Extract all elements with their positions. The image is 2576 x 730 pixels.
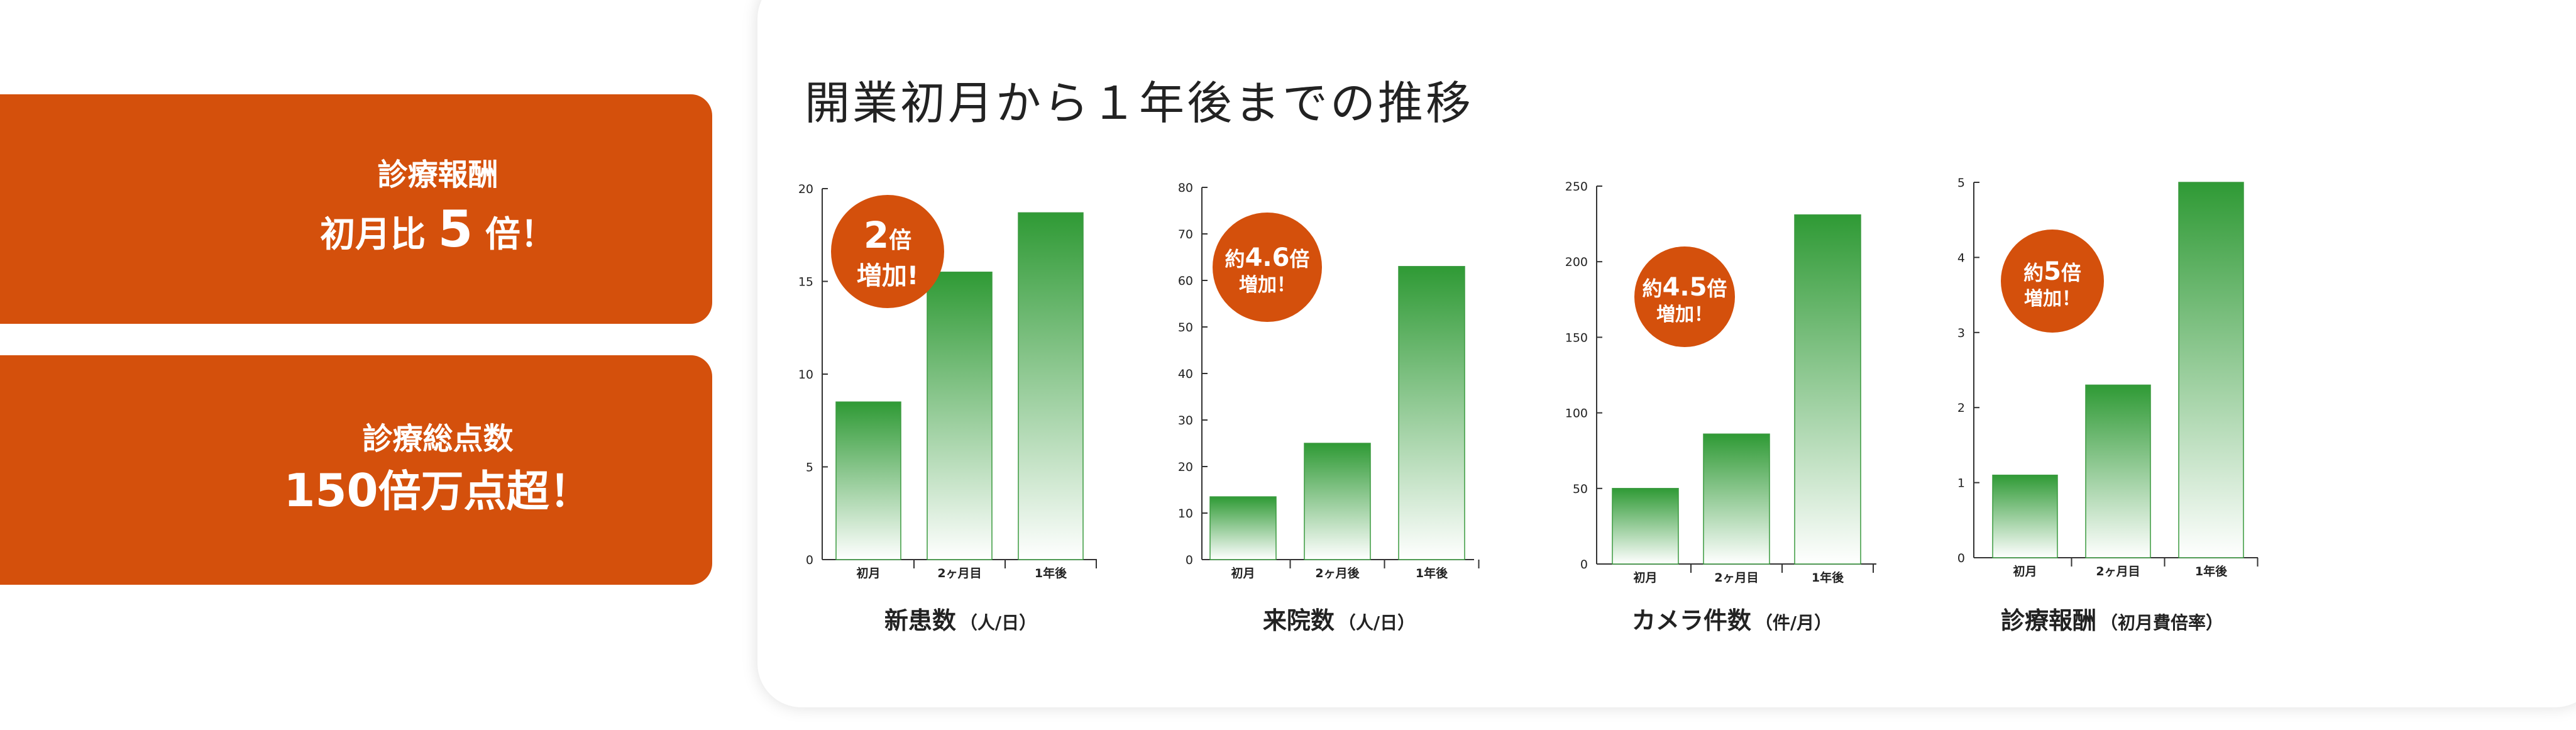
y-tick-label: 10 xyxy=(798,368,813,382)
badge-line2: 増加！ xyxy=(1239,274,1296,296)
y-tick-label: 4 xyxy=(1957,251,1965,265)
badge-circle xyxy=(1213,213,1322,322)
card-revenue-heading: 診療報酬 xyxy=(377,157,498,192)
card-points-value: 150倍万点超！ xyxy=(283,464,592,517)
badge-line2: 増加！ xyxy=(1656,304,1713,326)
y-tick-label: 5 xyxy=(1957,176,1965,190)
y-tick-label: 30 xyxy=(1178,414,1193,428)
y-tick-label: 0 xyxy=(1580,558,1588,572)
category-label: 1年後 xyxy=(1416,566,1448,580)
badge-line1: 約5倍 xyxy=(2023,257,2081,286)
bar xyxy=(1209,496,1277,560)
badge-circle xyxy=(831,195,944,308)
y-tick-label: 40 xyxy=(1178,367,1193,381)
category-label: 2ヶ月目 xyxy=(937,567,981,580)
category-label: 1年後 xyxy=(2195,564,2228,578)
summary-card-points: 診療総点数 150倍万点超！ xyxy=(0,355,712,585)
y-tick-label: 10 xyxy=(1178,507,1193,521)
y-tick-label: 20 xyxy=(798,182,813,196)
bar xyxy=(1018,212,1084,560)
bar xyxy=(1612,488,1679,565)
bar xyxy=(835,401,901,560)
chart-title: 診療報酬 （初月費倍率） xyxy=(2001,607,2223,634)
y-tick-label: 0 xyxy=(1957,551,1965,565)
badge-line1: 約4.6倍 xyxy=(1225,243,1310,272)
y-tick-label: 80 xyxy=(1178,181,1193,195)
y-tick-label: 3 xyxy=(1957,326,1965,340)
panel-title: 開業初月から１年後までの推移 xyxy=(805,77,1474,130)
bar xyxy=(1398,266,1465,560)
y-tick-label: 5 xyxy=(806,461,813,475)
bar xyxy=(1794,214,1861,565)
y-tick-label: 50 xyxy=(1178,321,1193,335)
badge-line1: 約4.5倍 xyxy=(1643,273,1727,302)
category-label: 初月 xyxy=(2013,564,2037,578)
bar xyxy=(927,272,993,560)
badge-line2: 増加！ xyxy=(2024,288,2081,310)
y-tick-label: 20 xyxy=(1178,460,1193,474)
category-label: 初月 xyxy=(856,566,880,580)
chart-title: 来院数 （人/日） xyxy=(1263,607,1415,634)
y-tick-label: 250 xyxy=(1565,180,1588,194)
category-label: 初月 xyxy=(1231,566,1255,580)
y-tick-label: 50 xyxy=(1573,482,1588,496)
badge-circle xyxy=(2001,230,2104,333)
chart-title: 新患数 （人/日） xyxy=(884,607,1037,634)
badge-circle xyxy=(1634,246,1735,347)
y-tick-label: 200 xyxy=(1565,255,1588,269)
y-tick-label: 70 xyxy=(1178,228,1193,241)
bar xyxy=(2178,182,2244,558)
y-tick-label: 1 xyxy=(1957,477,1965,490)
bar xyxy=(1703,433,1770,565)
y-tick-label: 0 xyxy=(1186,553,1193,567)
bar xyxy=(2085,384,2151,558)
summary-card-revenue: 診療報酬 初月比 5 倍！ xyxy=(0,94,712,324)
y-tick-label: 100 xyxy=(1565,407,1588,421)
y-tick-label: 0 xyxy=(806,553,813,567)
bar xyxy=(1992,474,2058,558)
chart-title: カメラ件数 （件/月） xyxy=(1632,607,1832,634)
card-points-heading: 診療総点数 xyxy=(362,421,514,456)
category-label: 2ヶ月後 xyxy=(1315,566,1360,580)
category-label: 1年後 xyxy=(1035,566,1067,580)
card-revenue-value: 初月比 5 倍！ xyxy=(320,200,556,259)
bar xyxy=(1304,443,1371,560)
y-tick-label: 150 xyxy=(1565,331,1588,345)
y-tick-label: 15 xyxy=(798,275,813,289)
badge-line1: 2倍 xyxy=(864,214,911,257)
badge-line2: 増加! xyxy=(857,262,918,290)
category-label: 1年後 xyxy=(1812,570,1844,585)
y-tick-label: 60 xyxy=(1178,274,1193,288)
category-label: 初月 xyxy=(1633,570,1657,585)
category-label: 2ヶ月目 xyxy=(2096,565,2140,578)
y-tick-label: 2 xyxy=(1957,401,1965,415)
category-label: 2ヶ月目 xyxy=(1714,571,1758,585)
